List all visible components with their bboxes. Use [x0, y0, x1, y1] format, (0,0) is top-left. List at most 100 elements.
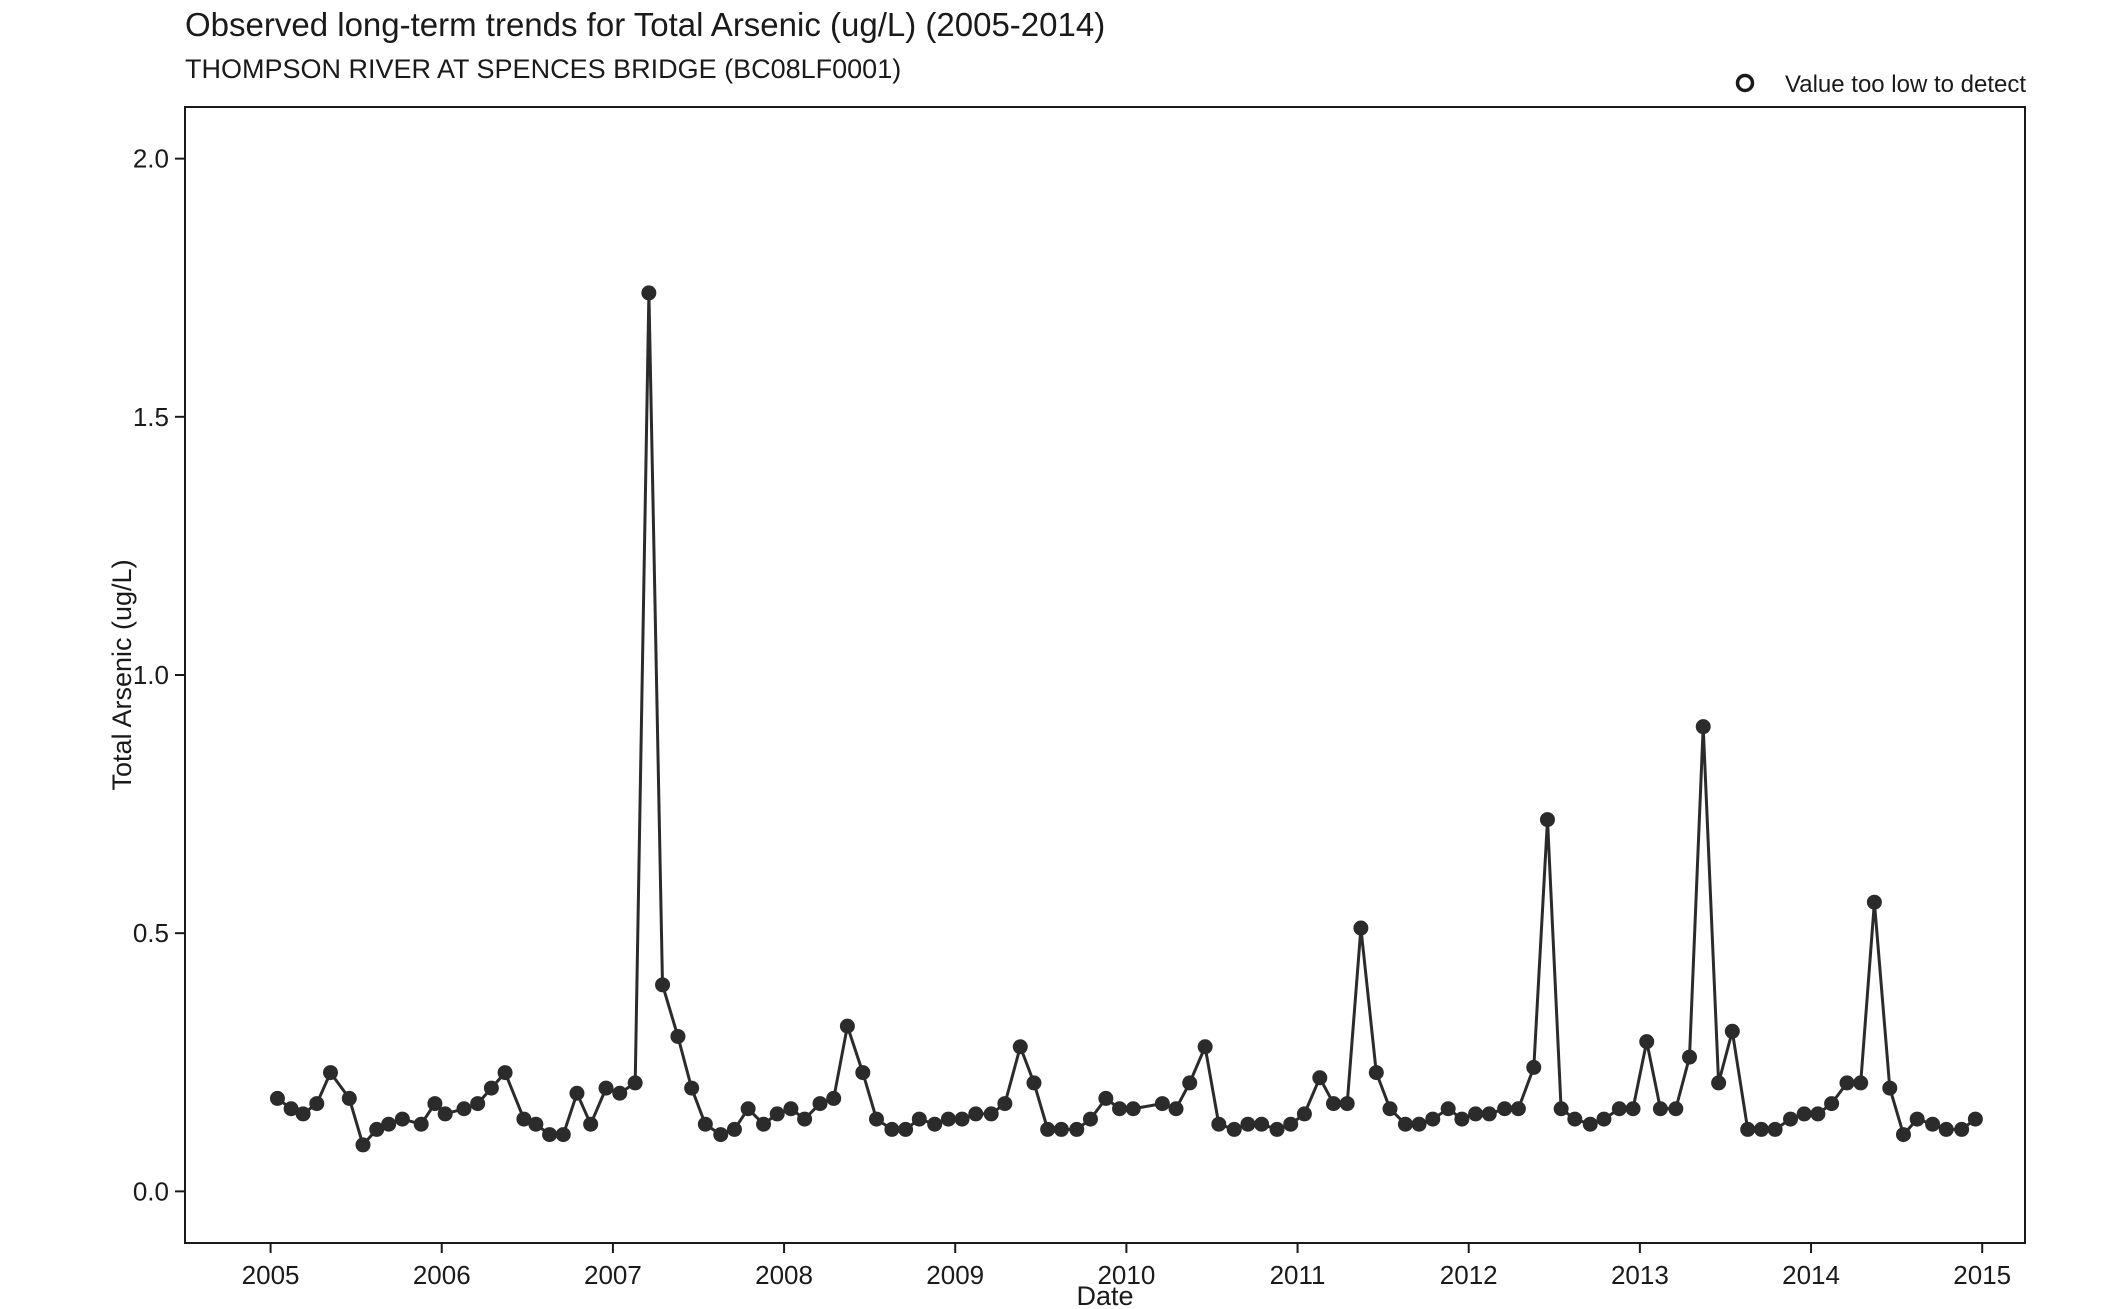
x-tick-label: 2005: [242, 1260, 300, 1290]
data-point: [1882, 1080, 1898, 1096]
data-point: [1895, 1127, 1911, 1143]
data-point: [283, 1101, 299, 1117]
data-point: [1211, 1116, 1227, 1132]
data-point: [911, 1111, 927, 1127]
data-point: [756, 1116, 772, 1132]
data-point: [1567, 1111, 1583, 1127]
data-point: [1526, 1059, 1542, 1075]
data-point: [1740, 1121, 1756, 1137]
data-point: [627, 1075, 643, 1091]
data-point: [1539, 812, 1555, 828]
data-point: [1112, 1101, 1128, 1117]
data-point: [997, 1096, 1013, 1112]
data-point: [1625, 1101, 1641, 1117]
data-point: [1553, 1101, 1569, 1117]
data-point: [1724, 1023, 1740, 1039]
data-point: [269, 1090, 285, 1106]
data-point: [456, 1101, 472, 1117]
data-point: [1026, 1075, 1042, 1091]
data-point: [1012, 1039, 1028, 1055]
data-point: [1824, 1096, 1840, 1112]
data-point: [1368, 1065, 1384, 1081]
data-point: [1909, 1111, 1925, 1127]
data-point: [1639, 1034, 1655, 1050]
data-point: [309, 1096, 325, 1112]
data-point: [697, 1116, 713, 1132]
data-point: [1753, 1121, 1769, 1137]
x-tick-label: 2009: [926, 1260, 984, 1290]
data-point: [497, 1065, 513, 1081]
data-point: [1668, 1101, 1684, 1117]
data-point: [1296, 1106, 1312, 1122]
data-point: [413, 1116, 429, 1132]
data-point: [1468, 1106, 1484, 1122]
data-point: [1497, 1101, 1513, 1117]
y-tick-label: 1.5: [133, 402, 169, 432]
data-point: [1040, 1121, 1056, 1137]
legend-open-circle-icon: [1735, 73, 1755, 93]
data-point: [1796, 1106, 1812, 1122]
x-tick-label: 2006: [413, 1260, 471, 1290]
data-point: [1240, 1116, 1256, 1132]
data-point: [839, 1018, 855, 1034]
x-axis: 2005 2006 2007 2008 2009 2010 2011 2012 2013 2014…: [242, 1243, 2011, 1290]
plot-panel: [184, 106, 2026, 1244]
data-point: [655, 977, 671, 993]
data-point: [1411, 1116, 1427, 1132]
data-point: [369, 1121, 385, 1137]
data-point: [569, 1085, 585, 1101]
data-point: [1925, 1116, 1941, 1132]
y-tick-label: 2.0: [133, 144, 169, 174]
data-point: [1596, 1111, 1612, 1127]
data-point: [1767, 1121, 1783, 1137]
data-point: [542, 1127, 558, 1143]
data-point: [1154, 1096, 1170, 1112]
data-point: [797, 1111, 813, 1127]
data-point: [769, 1106, 785, 1122]
x-tick-label: 2013: [1611, 1260, 1669, 1290]
data-point: [1783, 1111, 1799, 1127]
data-point: [516, 1111, 532, 1127]
data-point: [898, 1121, 914, 1137]
data-point: [884, 1121, 900, 1137]
data-point: [641, 285, 657, 301]
data-point: [670, 1028, 686, 1044]
data-point: [1254, 1116, 1270, 1132]
data-point: [612, 1085, 628, 1101]
data-point: [598, 1080, 614, 1096]
data-point: [826, 1090, 842, 1106]
data-point: [868, 1111, 884, 1127]
data-point: [1682, 1049, 1698, 1065]
data-point: [1582, 1116, 1598, 1132]
data-point: [1454, 1111, 1470, 1127]
data-point: [684, 1080, 700, 1096]
data-point: [1382, 1101, 1398, 1117]
data-point: [1481, 1106, 1497, 1122]
data-point: [528, 1116, 544, 1132]
data-point: [1853, 1075, 1869, 1091]
data-point: [1125, 1101, 1141, 1117]
x-tick-label: 2014: [1782, 1260, 1840, 1290]
data-point: [437, 1106, 453, 1122]
y-tick-label: 1.0: [133, 660, 169, 690]
data-point: [1839, 1075, 1855, 1091]
data-point: [783, 1101, 799, 1117]
data-point: [927, 1116, 943, 1132]
data-point: [954, 1111, 970, 1127]
chart-title: Observed long-term trends for Total Arse…: [185, 6, 1106, 43]
data-point: [1695, 719, 1711, 735]
data-point: [1810, 1106, 1826, 1122]
x-tick-label: 2011: [1270, 1260, 1326, 1290]
data-point: [295, 1106, 311, 1122]
data-point: [1069, 1121, 1085, 1137]
data-point: [1197, 1039, 1213, 1055]
legend: Value too low to detect: [1735, 71, 2026, 98]
data-point: [1510, 1101, 1526, 1117]
y-tick-label: 0.5: [133, 918, 169, 948]
data-point: [855, 1065, 871, 1081]
x-tick-label: 2008: [755, 1260, 813, 1290]
data-point: [1326, 1096, 1342, 1112]
data-point: [1082, 1111, 1098, 1127]
data-point: [1397, 1116, 1413, 1132]
